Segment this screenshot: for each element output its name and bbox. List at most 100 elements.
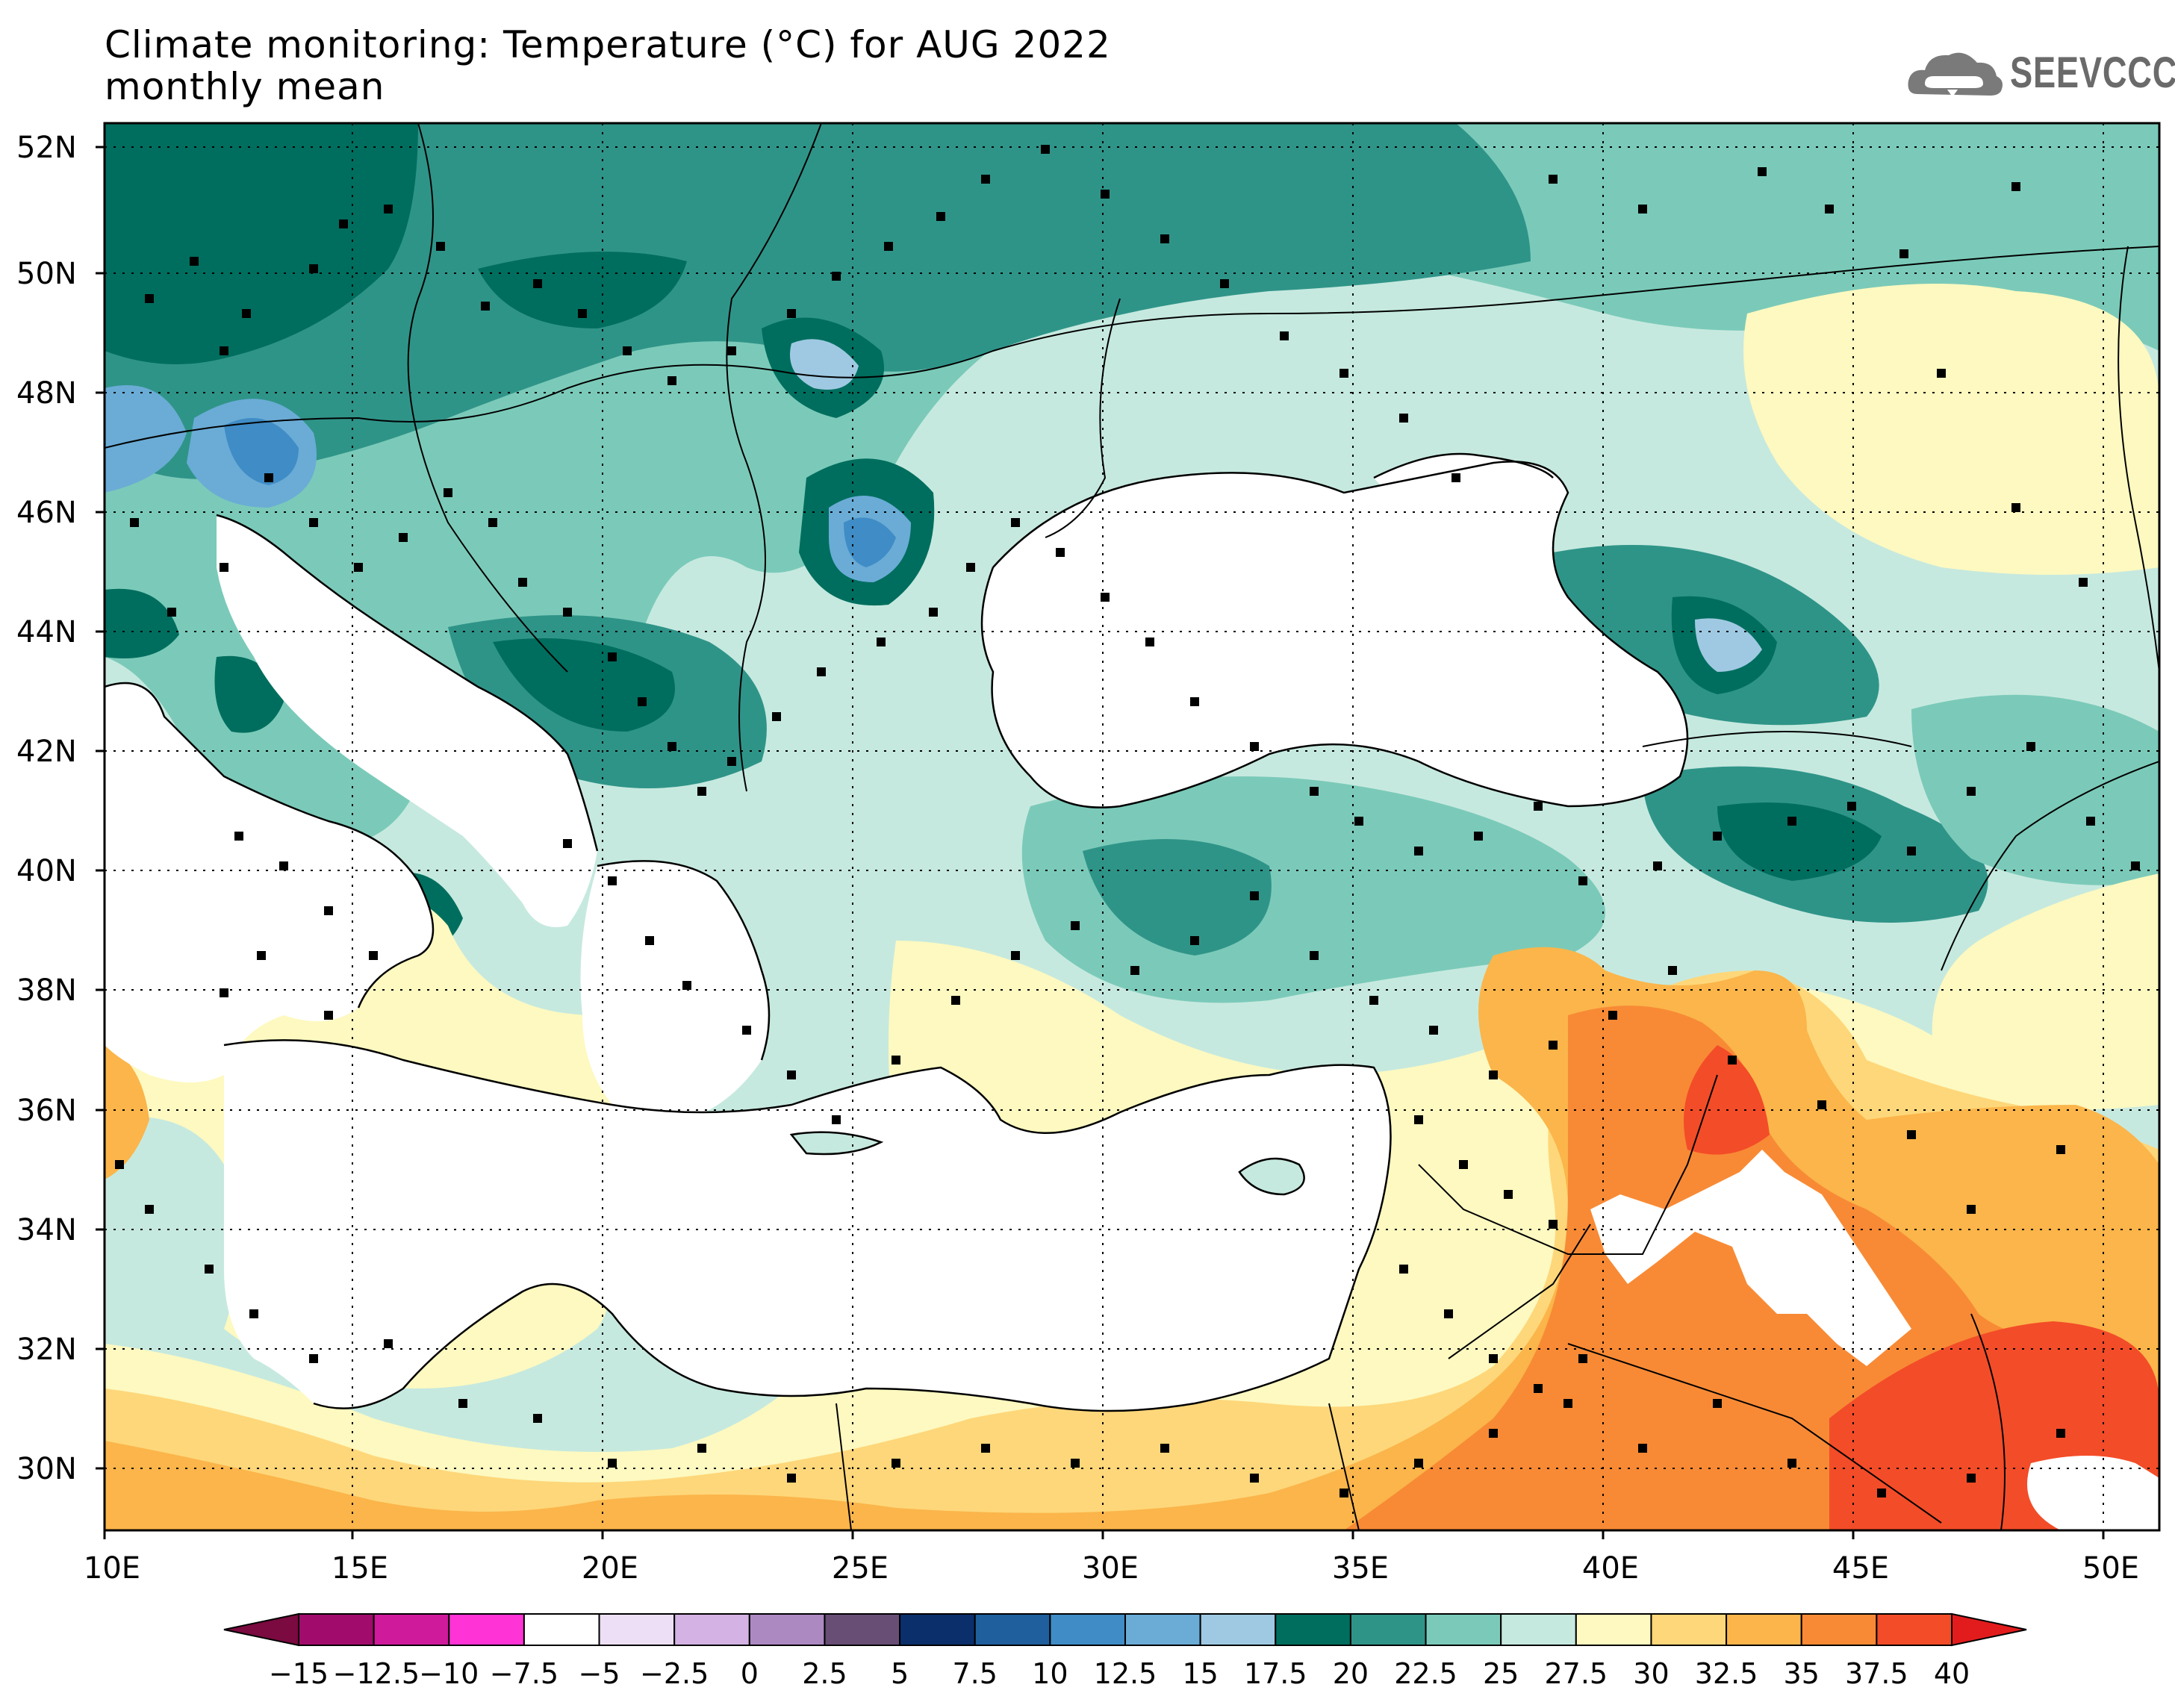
station-marker	[981, 175, 990, 184]
station-marker	[1907, 847, 1916, 855]
lat-label: 50N	[16, 257, 77, 291]
colorbar-label: 22.5	[1394, 1657, 1457, 1690]
colorbar-swatch	[1425, 1613, 1502, 1646]
station-marker	[1563, 1399, 1572, 1408]
station-marker	[1489, 1429, 1498, 1438]
station-marker	[1250, 742, 1259, 751]
lat-label: 40N	[16, 854, 77, 888]
station-marker	[1728, 1056, 1737, 1065]
colorbar-swatch	[1650, 1613, 1728, 1646]
station-marker	[2086, 817, 2095, 826]
colorbar-label: −12.5	[332, 1657, 420, 1690]
station-marker	[1280, 331, 1289, 340]
colorbar-swatch	[1876, 1613, 1952, 1646]
station-marker	[279, 861, 288, 870]
station-marker	[1369, 996, 1378, 1005]
lat-label: 38N	[16, 973, 77, 1008]
station-marker	[1489, 1070, 1498, 1079]
station-marker	[877, 638, 886, 646]
colorbar-label: −7.5	[489, 1657, 559, 1690]
station-marker	[242, 309, 251, 318]
station-marker	[309, 1354, 318, 1363]
station-marker	[1429, 1026, 1438, 1035]
station-marker	[1578, 876, 1587, 885]
colorbar-swatch	[974, 1613, 1051, 1646]
colorbar-swatch	[1049, 1613, 1127, 1646]
station-marker	[832, 1115, 841, 1124]
station-marker	[1444, 1309, 1453, 1318]
station-marker	[966, 563, 975, 572]
lat-label: 48N	[16, 376, 77, 411]
station-marker	[220, 346, 228, 355]
station-marker	[249, 1309, 258, 1318]
station-marker	[1817, 1100, 1826, 1109]
station-marker	[1534, 1384, 1543, 1393]
station-marker	[369, 951, 378, 960]
station-marker	[458, 1399, 467, 1408]
station-marker	[608, 876, 617, 885]
colorbar-label: 27.5	[1544, 1657, 1608, 1690]
colorbar-swatch	[1800, 1613, 1878, 1646]
station-marker	[220, 988, 228, 997]
lon-label: 45E	[1832, 1551, 1890, 1586]
station-marker	[1668, 966, 1677, 975]
station-marker	[444, 488, 452, 497]
station-marker	[190, 257, 199, 266]
station-marker	[1145, 638, 1154, 646]
colorbar-label: 17.5	[1243, 1657, 1307, 1690]
station-marker	[1877, 1489, 1886, 1497]
station-marker	[578, 309, 587, 318]
station-marker	[324, 906, 333, 915]
station-marker	[1190, 697, 1199, 706]
colorbar-swatch	[748, 1613, 826, 1646]
station-marker	[1250, 1474, 1259, 1483]
station-marker	[130, 518, 139, 527]
station-marker	[981, 1444, 990, 1453]
station-marker	[1414, 847, 1423, 855]
lon-label: 10E	[83, 1551, 141, 1586]
station-marker	[339, 219, 348, 228]
station-marker	[1937, 369, 1946, 378]
station-marker	[697, 787, 706, 796]
colorbar-label: −2.5	[640, 1657, 709, 1690]
station-marker	[727, 757, 736, 766]
station-marker	[787, 309, 796, 318]
chart-title: Climate monitoring: Temperature (°C) for…	[105, 23, 1111, 66]
colorbar-label: 15	[1182, 1657, 1219, 1690]
station-marker	[892, 1056, 900, 1065]
station-marker	[1451, 473, 1460, 482]
lon-label: 15E	[331, 1551, 389, 1586]
station-marker	[2026, 742, 2035, 751]
station-marker	[1534, 802, 1543, 811]
station-marker	[668, 742, 676, 751]
colorbar-swatch	[598, 1613, 676, 1646]
station-marker	[399, 533, 408, 542]
colorbar-label: 2.5	[802, 1657, 847, 1690]
station-marker	[1549, 175, 1558, 184]
chart-subtitle: monthly mean	[105, 65, 385, 108]
colorbar-swatch	[1275, 1613, 1351, 1646]
lat-label: 30N	[16, 1452, 77, 1486]
station-marker	[645, 936, 654, 945]
colorbar-swatch	[373, 1613, 450, 1646]
lat-label: 34N	[16, 1213, 77, 1247]
station-marker	[2079, 578, 2088, 587]
station-marker	[1071, 1459, 1080, 1468]
station-marker	[787, 1474, 796, 1483]
lon-label: 25E	[831, 1551, 889, 1586]
station-marker	[936, 212, 945, 221]
colorbar-label: 25	[1482, 1657, 1519, 1690]
lat-label: 42N	[16, 735, 77, 769]
station-marker	[1414, 1115, 1423, 1124]
station-marker	[608, 1459, 617, 1468]
colorbar-label: −15	[268, 1657, 329, 1690]
station-marker	[1608, 1011, 1617, 1020]
lat-label: 46N	[16, 496, 77, 530]
station-marker	[167, 608, 176, 617]
station-marker	[1011, 951, 1020, 960]
station-marker	[623, 346, 632, 355]
colorbar-swatch	[1500, 1613, 1577, 1646]
colorbar-swatch	[824, 1613, 901, 1646]
station-marker	[2056, 1429, 2065, 1438]
lon-label: 20E	[581, 1551, 639, 1586]
